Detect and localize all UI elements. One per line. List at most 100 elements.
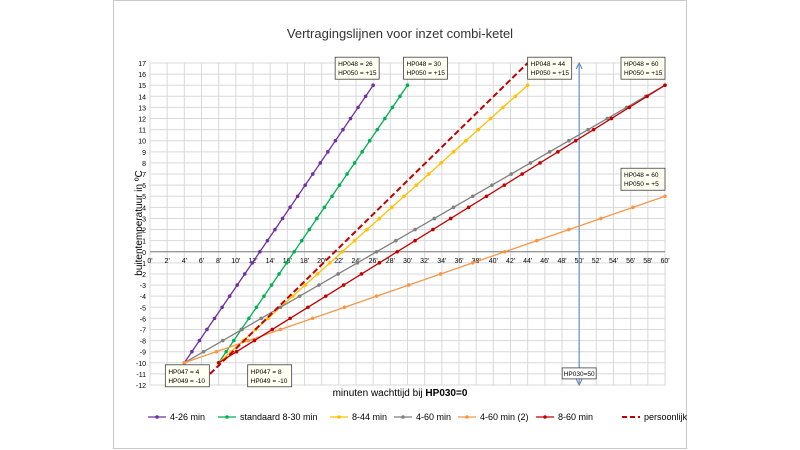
- series-marker: [284, 261, 289, 265]
- legend-item: persoonlijk: [622, 412, 688, 422]
- series-marker: [426, 172, 431, 176]
- legend-marker: [337, 415, 341, 419]
- y-tick-label: -9: [140, 350, 146, 357]
- y-tick-label: -12: [136, 383, 146, 390]
- y-tick-label: -8: [140, 339, 146, 346]
- y-tick-label: -1: [140, 261, 146, 268]
- series-marker: [509, 172, 513, 176]
- y-tick-label: -7: [140, 327, 146, 334]
- series-marker: [258, 249, 262, 254]
- x-tick-label: 58': [643, 258, 652, 265]
- series-marker: [490, 183, 494, 187]
- series-marker: [470, 194, 475, 199]
- series-marker: [352, 238, 357, 243]
- annotation-border: [620, 56, 666, 80]
- x-tick-label: 26': [369, 258, 378, 265]
- chart-title: Vertragingslijnen voor inzet combi-ketel: [287, 26, 513, 41]
- series-marker: [242, 272, 247, 276]
- legend-item: standaard 8-30 min: [218, 412, 318, 422]
- series-marker: [476, 127, 481, 132]
- series-marker: [374, 249, 379, 254]
- series-marker: [405, 83, 410, 88]
- series-marker: [310, 172, 315, 176]
- series-marker: [556, 150, 560, 154]
- annotation-text: HP050 = +15: [407, 70, 446, 77]
- series-marker: [262, 294, 266, 298]
- series-marker: [182, 360, 187, 365]
- series-marker: [374, 294, 379, 298]
- x-tick-label: 44': [523, 258, 532, 265]
- series-marker: [330, 194, 334, 199]
- legend: 4-26 min standaard 8-30 min 8-44 min 4-60 m…: [148, 412, 688, 422]
- y-tick-label: -5: [140, 305, 146, 312]
- series-marker: [278, 305, 283, 310]
- series-marker: [356, 105, 360, 110]
- x-tick-label: 54': [609, 258, 618, 265]
- series-marker: [355, 261, 360, 265]
- series-marker: [432, 216, 437, 221]
- series-marker: [345, 172, 349, 176]
- x-axis-label-prefix: minuten wachttijd bij: [333, 388, 426, 399]
- series-marker: [502, 183, 507, 187]
- series-marker: [303, 183, 307, 187]
- series-marker: [605, 116, 610, 121]
- series-marker: [520, 172, 524, 176]
- legend-item: 8-44 min: [330, 412, 387, 422]
- series-marker: [371, 83, 375, 88]
- legend-label: persoonlijk: [644, 412, 688, 422]
- series-marker: [220, 305, 224, 310]
- series-marker: [413, 227, 417, 232]
- series-marker: [375, 127, 380, 132]
- series-marker: [288, 205, 292, 210]
- series-marker: [303, 283, 307, 287]
- x-tick-label: 34': [437, 258, 446, 265]
- series-line: [209, 62, 529, 375]
- series-marker: [273, 227, 277, 232]
- annotation-text: HP050 = +15: [624, 70, 663, 77]
- series-marker: [484, 194, 489, 199]
- series-marker: [307, 227, 312, 232]
- series-marker: [591, 127, 596, 132]
- series-marker: [337, 183, 342, 187]
- series-marker: [627, 105, 632, 110]
- series-marker: [538, 161, 542, 165]
- y-tick-label: 14: [138, 94, 146, 101]
- y-tick-labels: 17161514131211109876543210-1-2-3-4-5-6-7…: [136, 61, 146, 390]
- series-marker: [288, 316, 292, 321]
- y-tick-label: -2: [140, 272, 146, 279]
- x-tick-label: 24': [351, 258, 360, 265]
- series-marker: [363, 94, 368, 99]
- series-line: [184, 84, 666, 364]
- series-marker: [254, 305, 259, 310]
- series-marker: [502, 249, 507, 254]
- series-marker: [231, 338, 236, 343]
- x-tick-labels: 0'2'4'6'8'10'12'14'16'18'20'22'24'26'28'…: [147, 258, 669, 265]
- series-marker: [394, 238, 398, 243]
- legend-marker: [401, 415, 405, 419]
- x-tick-label: 0': [147, 258, 152, 265]
- annotation-box: HP048 = 60 HP050 = +15: [620, 56, 666, 80]
- series-marker: [340, 249, 345, 254]
- series-marker: [431, 227, 435, 232]
- y-tick-label: 7: [142, 172, 146, 179]
- annotation-text: HP049 = -10: [251, 378, 288, 385]
- reference-label-box: [561, 367, 597, 380]
- series-marker: [197, 338, 202, 343]
- x-tick-label: 48': [557, 258, 566, 265]
- series-marker: [348, 116, 353, 121]
- series-marker: [201, 349, 206, 354]
- x-tick-label: 4': [182, 258, 187, 265]
- y-tick-label: 8: [142, 161, 146, 168]
- annotation-border: [403, 56, 448, 80]
- series-marker: [259, 316, 264, 321]
- series-marker: [377, 261, 382, 265]
- series-marker: [295, 194, 300, 199]
- series-marker: [466, 205, 471, 210]
- series-marker: [414, 183, 419, 187]
- series-marker: [513, 94, 518, 99]
- annotation-text: HP050 = +15: [338, 70, 377, 77]
- y-tick-label: 13: [138, 105, 146, 112]
- annotation-box: HP048 = 30 HP050 = +15: [403, 56, 448, 80]
- legend-label: 4-60 min: [416, 412, 451, 422]
- series-marker: [235, 283, 240, 287]
